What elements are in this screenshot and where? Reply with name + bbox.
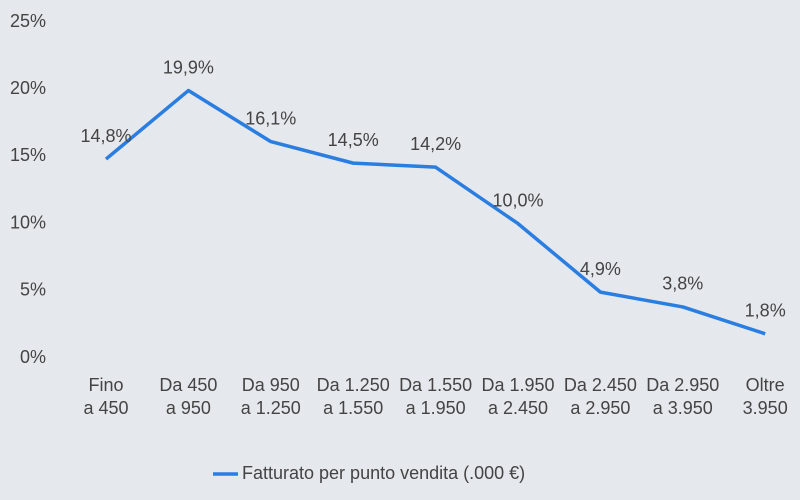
series-line: [104, 88, 766, 336]
x-tick-label: Da 2.950 a 3.950: [646, 375, 720, 418]
x-tick-label: Da 450 a 950: [159, 375, 218, 418]
data-label: 14,8%: [80, 126, 131, 146]
y-tick-label: 5%: [20, 280, 46, 300]
x-tick-label: Oltre 3.950: [742, 375, 788, 418]
data-label: 3,8%: [662, 274, 703, 294]
data-label: 4,9%: [580, 259, 621, 279]
data-label: 1,8%: [745, 301, 786, 321]
y-tick-label: 25%: [10, 11, 46, 31]
data-label: 14,2%: [410, 134, 461, 154]
data-label: 10,0%: [492, 190, 543, 210]
data-label: 19,9%: [163, 57, 214, 77]
data-label: 16,1%: [245, 108, 296, 128]
y-tick-label: 15%: [10, 145, 46, 165]
x-tick-label: Da 1.950 a 2.450: [481, 375, 555, 418]
x-tick-label: Da 2.450 a 2.950: [563, 375, 637, 418]
x-tick-label: Da 1.250 a 1.550: [316, 375, 390, 418]
x-tick-label: Fino a 450: [83, 375, 129, 418]
legend-label: Fatturato per punto vendita (.000 €): [242, 463, 525, 483]
y-tick-label: 0%: [20, 347, 46, 367]
y-tick-label: 10%: [10, 212, 46, 232]
data-label: 14,5%: [328, 130, 379, 150]
x-tick-label: Da 950 a 1.250: [240, 375, 301, 418]
x-tick-label: Da 1.550 a 1.950: [399, 375, 473, 418]
y-tick-label: 20%: [10, 78, 46, 98]
